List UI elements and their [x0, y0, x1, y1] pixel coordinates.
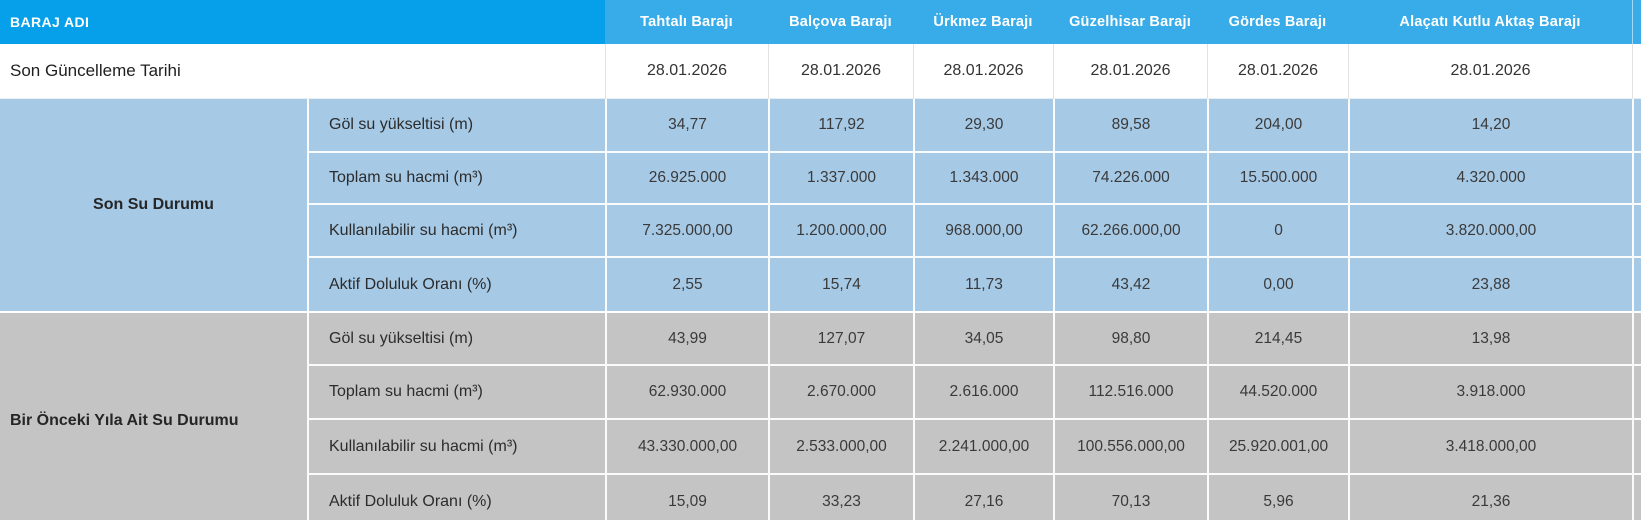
row-label: Aktif Doluluk Oranı (%)	[307, 256, 605, 311]
value-cell: 3.918.000	[1348, 364, 1632, 418]
value-cell: 62.266.000,00	[1053, 203, 1207, 256]
value-cell: 43,42	[1053, 256, 1207, 311]
row-partial	[1632, 418, 1641, 473]
value-cell: 44.520.000	[1207, 364, 1348, 418]
value-cell: 0	[1207, 203, 1348, 256]
value-cell: 15,74	[768, 256, 913, 311]
value-cell: 0,00	[1207, 256, 1348, 311]
update-date-cell: 28.01.2026	[1053, 44, 1207, 98]
row-partial	[1632, 99, 1641, 151]
section-label: Bir Önceki Yıla Ait Su Durumu	[10, 411, 239, 429]
row-partial	[1632, 313, 1641, 364]
value-cell: 100.556.000,00	[1053, 418, 1207, 473]
value-cell: 2.670.000	[768, 364, 913, 418]
value-cell: 3.418.000,00	[1348, 418, 1632, 473]
value-cell: 23,88	[1348, 256, 1632, 311]
value-cell: 4.320.000	[1348, 151, 1632, 203]
value-cell: 62.930.000	[605, 364, 768, 418]
value-cell: 3.820.000,00	[1348, 203, 1632, 256]
update-date-row: Son Güncelleme Tarihi 28.01.2026 28.01.20…	[0, 44, 1641, 99]
value-cell: 2,55	[605, 256, 768, 311]
row-partial	[1632, 364, 1641, 418]
update-date-cell: 28.01.2026	[913, 44, 1053, 98]
value-cell: 204,00	[1207, 99, 1348, 151]
value-cell: 21,36	[1348, 473, 1632, 520]
column-header-4: Güzelhisar Barajı	[1069, 14, 1191, 30]
row-partial	[1632, 473, 1641, 520]
value-cell: 2.241.000,00	[913, 418, 1053, 473]
value-cell: 27,16	[913, 473, 1053, 520]
value-cell: 89,58	[1053, 99, 1207, 151]
value-cell: 74.226.000	[1053, 151, 1207, 203]
update-date-cell: 28.01.2026	[1348, 44, 1632, 98]
value-cell: 34,77	[605, 99, 768, 151]
value-cell: 13,98	[1348, 313, 1632, 364]
update-date-cell: 28.01.2026	[1207, 44, 1348, 98]
value-cell: 7.325.000,00	[605, 203, 768, 256]
column-header-partial	[1632, 0, 1641, 44]
value-cell: 25.920.001,00	[1207, 418, 1348, 473]
value-cell: 43.330.000,00	[605, 418, 768, 473]
value-cell: 11,73	[913, 256, 1053, 311]
value-cell: 15,09	[605, 473, 768, 520]
section-label: Son Su Durumu	[93, 196, 214, 213]
corner-header-baraj-adi: BARAJ ADI	[0, 0, 605, 44]
row-partial	[1632, 151, 1641, 203]
row-label: Aktif Doluluk Oranı (%)	[307, 473, 605, 520]
value-cell: 70,13	[1053, 473, 1207, 520]
row-partial	[1632, 256, 1641, 311]
value-cell: 2.533.000,00	[768, 418, 913, 473]
value-cell: 117,92	[768, 99, 913, 151]
value-cell: 15.500.000	[1207, 151, 1348, 203]
row-label: Göl su yükseltisi (m)	[307, 99, 605, 151]
value-cell: 14,20	[1348, 99, 1632, 151]
value-cell: 214,45	[1207, 313, 1348, 364]
update-date-label: Son Güncelleme Tarihi	[10, 61, 181, 80]
section-previous-year: Bir Önceki Yıla Ait Su Durumu Göl su yüks…	[0, 313, 1641, 520]
update-date-partial	[1632, 44, 1641, 98]
row-label: Kullanılabilir su hacmi (m³)	[307, 203, 605, 256]
column-header-2: Balçova Barajı	[789, 14, 892, 30]
update-date-cell: 28.01.2026	[605, 44, 768, 98]
update-date-cell: 28.01.2026	[768, 44, 913, 98]
section-current-status: Son Su Durumu Göl su yükseltisi (m) 34,77 1…	[0, 99, 1641, 311]
value-cell: 5,96	[1207, 473, 1348, 520]
value-cell: 1.343.000	[913, 151, 1053, 203]
value-cell: 2.616.000	[913, 364, 1053, 418]
column-header-1: Tahtalı Barajı	[640, 14, 733, 30]
value-cell: 127,07	[768, 313, 913, 364]
row-label: Toplam su hacmi (m³)	[307, 151, 605, 203]
value-cell: 98,80	[1053, 313, 1207, 364]
column-header-3: Ürkmez Barajı	[933, 14, 1033, 30]
column-header-6: Alaçatı Kutlu Aktaş Barajı	[1399, 14, 1581, 30]
row-label: Toplam su hacmi (m³)	[307, 364, 605, 418]
row-label: Göl su yükseltisi (m)	[307, 313, 605, 364]
value-cell: 43,99	[605, 313, 768, 364]
value-cell: 968.000,00	[913, 203, 1053, 256]
row-partial	[1632, 203, 1641, 256]
value-cell: 1.200.000,00	[768, 203, 913, 256]
value-cell: 112.516.000	[1053, 364, 1207, 418]
value-cell: 29,30	[913, 99, 1053, 151]
value-cell: 33,23	[768, 473, 913, 520]
column-header-5: Gördes Barajı	[1228, 14, 1327, 30]
row-label: Kullanılabilir su hacmi (m³)	[307, 418, 605, 473]
value-cell: 26.925.000	[605, 151, 768, 203]
value-cell: 1.337.000	[768, 151, 913, 203]
table-header-row: BARAJ ADI Tahtalı Barajı Balçova Barajı Ür…	[0, 0, 1641, 44]
value-cell: 34,05	[913, 313, 1053, 364]
